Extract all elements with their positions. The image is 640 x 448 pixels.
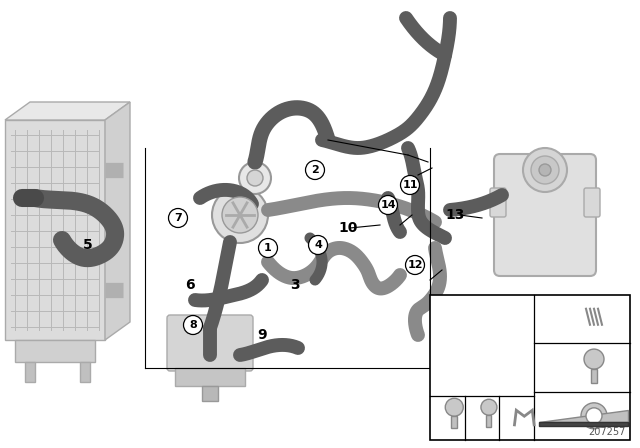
Bar [591,369,597,383]
Text: 12: 12 [431,406,449,419]
Text: 207257: 207257 [589,427,626,437]
Circle shape [523,148,567,192]
Polygon shape [5,120,105,340]
Text: 11: 11 [403,180,418,190]
Bar [430,295,630,440]
Text: 2: 2 [540,399,548,412]
Text: 13: 13 [445,208,465,222]
Text: 8: 8 [189,320,197,330]
Circle shape [586,408,602,424]
Text: 4: 4 [540,355,548,368]
Circle shape [401,176,419,194]
Bar [25,362,35,382]
Text: 7: 7 [174,213,182,223]
Bar [202,386,218,401]
Bar [539,422,628,426]
Circle shape [247,170,263,186]
Circle shape [445,398,463,416]
Text: 11: 11 [467,406,484,419]
Bar [15,340,95,362]
Text: 2: 2 [311,165,319,175]
Bar [451,416,457,428]
Text: 9: 9 [257,328,267,342]
Bar [80,362,90,382]
Circle shape [581,403,607,429]
Text: 3: 3 [290,278,300,292]
Text: 1: 1 [264,243,272,253]
Circle shape [584,349,604,369]
Circle shape [481,399,497,415]
Circle shape [539,164,551,176]
FancyBboxPatch shape [584,188,600,217]
Circle shape [259,238,278,258]
Text: 10: 10 [339,221,358,235]
FancyBboxPatch shape [167,315,253,371]
Circle shape [406,255,424,275]
Polygon shape [105,102,130,340]
Circle shape [531,156,559,184]
Text: 5: 5 [83,238,93,252]
FancyBboxPatch shape [494,154,596,276]
Text: 12: 12 [407,260,423,270]
Circle shape [308,236,328,254]
Circle shape [305,160,324,180]
Text: 4: 4 [314,240,322,250]
Bar [486,415,492,427]
Circle shape [184,315,202,335]
Circle shape [168,208,188,228]
Circle shape [378,195,397,215]
Circle shape [239,162,271,194]
Circle shape [212,187,268,243]
Text: 14: 14 [380,200,396,210]
Text: 14: 14 [535,417,553,430]
Polygon shape [5,102,130,120]
Circle shape [222,197,258,233]
FancyBboxPatch shape [490,188,506,217]
Bar [175,368,245,386]
Polygon shape [539,410,628,422]
Text: 7: 7 [540,307,548,320]
Text: 8: 8 [504,406,512,419]
Text: 6: 6 [185,278,195,292]
